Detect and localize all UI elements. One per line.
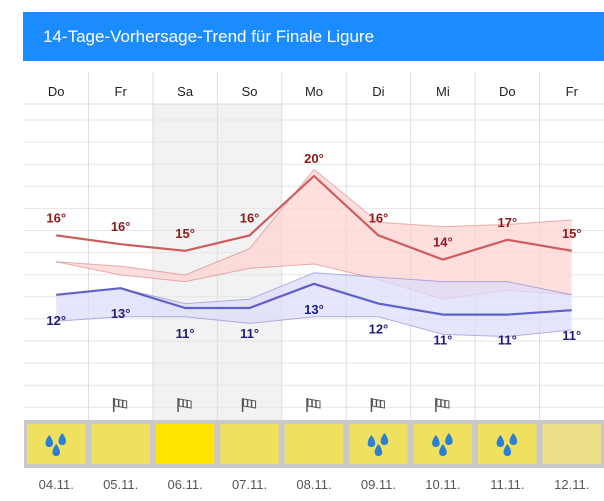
min-temperature-label: 13° xyxy=(304,302,324,317)
min-temperature-label: 11° xyxy=(176,326,195,341)
min-band-upper-edge xyxy=(56,272,572,305)
weekday-label: Do xyxy=(48,84,65,99)
weekday-label: Di xyxy=(372,84,384,99)
date-label: 09.11. xyxy=(361,477,396,492)
max-temperature-band xyxy=(56,169,572,300)
rain-drops-icon xyxy=(45,433,66,456)
wind-sock-icon xyxy=(112,398,128,412)
min-temperature-label: 12° xyxy=(369,322,389,337)
date-label: 05.11. xyxy=(103,477,138,492)
date-label: 08.11. xyxy=(296,477,331,492)
date-label: 10.11. xyxy=(425,477,460,492)
max-temperature-label: 20° xyxy=(304,151,324,166)
condition-tile-sunny xyxy=(91,424,150,464)
forecast-header: 14-Tage-Vorhersage-Trend für Finale Ligu… xyxy=(23,12,604,61)
rain-drops-icon xyxy=(367,433,389,456)
date-label: 12.11. xyxy=(554,477,589,492)
min-temperature-label: 11° xyxy=(433,333,452,348)
weekday-label: So xyxy=(242,84,258,99)
max-temperature-label: 14° xyxy=(433,235,453,250)
weekend-shade xyxy=(152,104,218,420)
weekday-label: Fr xyxy=(566,84,579,99)
max-temperature-label: 15° xyxy=(175,226,195,241)
wind-sock-icon xyxy=(370,398,385,412)
wind-sock-icon xyxy=(306,398,321,412)
weekday-label: Mi xyxy=(436,84,450,99)
rain-drops-icon xyxy=(432,433,453,456)
max-temperature-label: 16° xyxy=(46,210,66,225)
weekday-label: Mo xyxy=(305,84,323,99)
date-label: 11.11. xyxy=(490,477,524,492)
condition-tile-cloudy xyxy=(542,424,601,464)
max-temperature-label: 16° xyxy=(240,210,260,225)
forecast-title: 14-Tage-Vorhersage-Trend für Finale Ligu… xyxy=(43,27,375,46)
weekday-label: Sa xyxy=(177,84,194,99)
condition-tile-sunny xyxy=(220,424,279,464)
min-temperature-label: 12° xyxy=(46,313,66,328)
max-band-upper-edge xyxy=(56,168,572,276)
min-temperature-label: 11° xyxy=(498,333,517,348)
condition-tile-sunny xyxy=(284,424,344,464)
min-band-lower-edge xyxy=(56,316,572,338)
max-temperature-label: 15° xyxy=(562,226,582,241)
min-temperature-label: 11° xyxy=(240,326,259,341)
weekday-label: Do xyxy=(499,84,516,99)
min-temperature-label: 11° xyxy=(562,328,581,343)
max-temperature-label: 17° xyxy=(497,215,517,230)
min-temperature-label: 13° xyxy=(111,306,131,321)
rain-drops-icon xyxy=(496,433,518,456)
weekday-label: Fr xyxy=(115,84,128,99)
date-label: 04.11. xyxy=(39,477,74,492)
date-label: 07.11. xyxy=(232,477,267,492)
wind-sock-icon xyxy=(241,398,257,412)
max-temperature-label: 16° xyxy=(111,219,131,234)
wind-sock-icon xyxy=(435,398,450,412)
min-temperature-band xyxy=(56,272,572,337)
max-temperature-label: 16° xyxy=(369,210,389,225)
date-label: 06.11. xyxy=(168,477,203,492)
wind-sock-icon xyxy=(177,398,192,412)
condition-tile-sunny-bright xyxy=(155,424,215,464)
